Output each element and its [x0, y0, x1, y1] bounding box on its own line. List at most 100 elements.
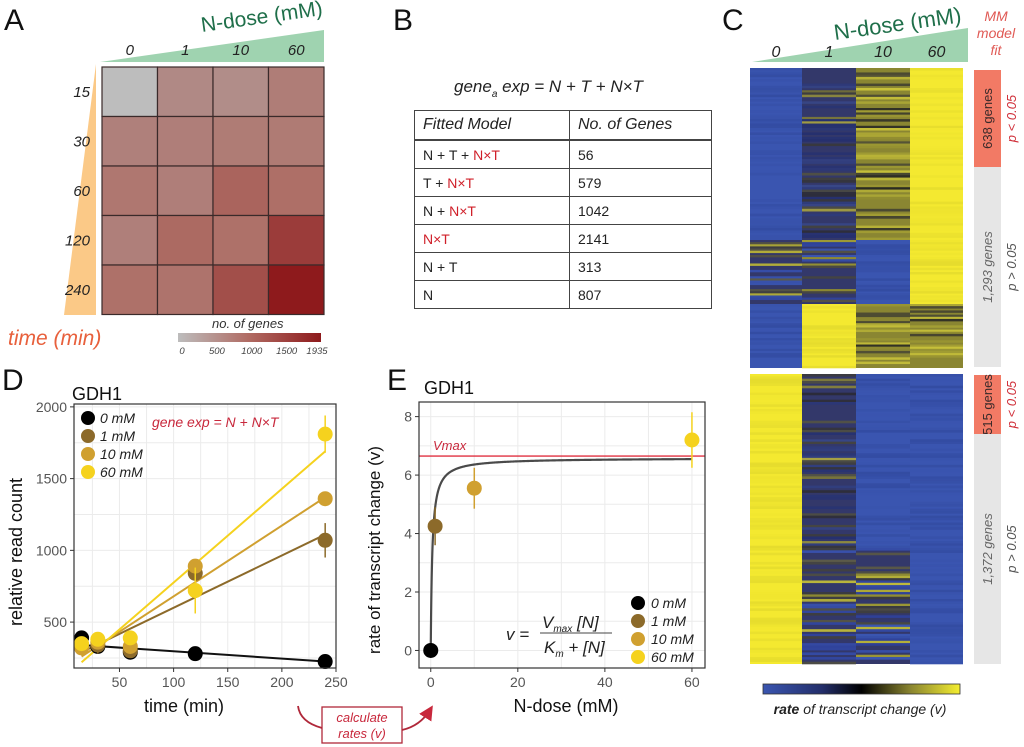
equation-numerator: Vmax [N]: [542, 613, 600, 635]
heatmap-c-stripe: [856, 571, 910, 574]
heatmap-c-stripe: [910, 418, 963, 421]
model-interaction: N×T: [423, 230, 450, 247]
calculate-rates-annotation: calculate rates (v): [297, 705, 433, 744]
heatmap-c-stripe: [856, 589, 910, 593]
legend-label: 10 mM: [100, 446, 143, 462]
heatmap-c-stripe: [802, 119, 856, 122]
heatmap-c-stripe: [802, 208, 856, 212]
heatmap-c-stripe: [750, 513, 802, 516]
fit-line-0-mM: [81, 644, 326, 663]
heatmap-c-stripe: [750, 659, 802, 662]
heatmap-c-stripe: [802, 161, 856, 164]
heatmap-c-stripe: [802, 622, 856, 625]
heatmap-a-legend-tick: 1500: [276, 346, 298, 357]
heatmap-c-stripe: [750, 383, 802, 386]
heatmap-c-stripe: [856, 83, 910, 87]
heatmap-c-stripe: [750, 132, 802, 135]
heatmap-a-x-tick: 1: [181, 42, 189, 59]
heatmap-c-stripe: [910, 306, 963, 309]
heatmap-c-column: [750, 444, 802, 548]
heatmap-c-stripe: [802, 402, 856, 405]
heatmap-c-stripe: [856, 143, 910, 147]
heatmap-c-stripe: [750, 548, 802, 551]
heatmap-c-stripe: [750, 497, 802, 500]
heatmap-c-stripe: [856, 608, 910, 611]
heatmap-c-stripe: [856, 582, 910, 586]
chart-d-points: [74, 415, 333, 670]
heatmap-c-stripe: [802, 534, 856, 537]
heatmap-c-stripe: [750, 85, 802, 89]
heatmap-c-stripe: [750, 520, 802, 523]
heatmap-c-stripe: [750, 136, 802, 140]
heatmap-c-stripe: [802, 213, 856, 217]
heatmap-a-cell: [267, 115, 325, 167]
heatmap-c-stripe: [856, 295, 910, 298]
heatmap-c-stripe: [910, 240, 963, 243]
heatmap-c-stripe: [802, 467, 856, 470]
equation-v: v =: [506, 625, 529, 644]
heatmap-c-stripe: [856, 374, 910, 377]
heatmap-c-stripe: [802, 568, 856, 572]
heatmap-c-stripe: [856, 338, 910, 341]
heatmap-c-stripe: [856, 154, 910, 158]
heatmap-c-stripe: [802, 331, 856, 335]
heatmap-a-cell: [212, 264, 270, 316]
heatmap-c-stripe: [750, 68, 802, 71]
mm-title-line2: model: [977, 25, 1016, 41]
heatmap-c-stripe: [856, 596, 910, 600]
table-row: N×T 2141: [414, 224, 712, 253]
heatmap-c-stripe: [856, 136, 910, 140]
fit-line-1-mM: [81, 533, 326, 654]
heatmap-c-stripe: [910, 175, 963, 178]
heatmap-c-stripe: [750, 94, 802, 98]
heatmap-c-stripe: [910, 638, 963, 642]
heatmap-c-stripe: [750, 310, 802, 313]
heatmap-c-stripe: [856, 263, 910, 266]
model-interaction: N×T: [449, 202, 476, 219]
heatmap-c-stripe: [910, 564, 963, 567]
heatmap-c-stripe: [750, 128, 802, 131]
x-tick-label: 0: [427, 674, 435, 690]
heatmap-c-stripe: [856, 225, 910, 229]
heatmap-c-stripe: [910, 624, 963, 628]
heatmap-c-stripe: [856, 492, 910, 496]
heatmap-c-stripe: [750, 430, 802, 433]
heatmap-c-stripe: [856, 252, 910, 256]
heatmap-c-stripe: [802, 453, 856, 456]
heatmap-c-stripe: [750, 420, 802, 424]
annotation-line2: rates (v): [338, 726, 386, 741]
legend-label: 10 mM: [651, 631, 694, 647]
heatmap-c-stripe: [802, 448, 856, 452]
heatmap-c-stripe: [802, 476, 856, 479]
heatmap-c-stripe: [750, 269, 802, 273]
heatmap-c-stripe: [910, 485, 963, 489]
heatmap-c-stripe: [802, 201, 856, 205]
heatmap-c-stripe: [910, 261, 963, 264]
heatmap-c-stripe: [802, 606, 856, 609]
heatmap-c-stripe: [856, 177, 910, 181]
heatmap-c-stripe: [802, 636, 856, 639]
data-point: [466, 480, 482, 496]
model-terms: N: [423, 286, 434, 303]
heatmap-c-stripe: [802, 432, 856, 435]
heatmap-c-stripe: [856, 409, 910, 412]
chart-e-title: GDH1: [424, 378, 474, 398]
heatmap-c-stripe: [910, 504, 963, 507]
heatmap-c-stripe: [802, 254, 856, 258]
panel-a-heatmap: N-dose (mM) time (min) 0 1 10 60 15 30 60 120 2…: [8, 0, 328, 357]
heatmap-c-stripe: [910, 145, 963, 149]
heatmap-c-stripe: [802, 177, 856, 181]
heatmap-c-stripe: [802, 381, 856, 384]
panel-label-c: C: [722, 4, 744, 37]
heatmap-c-stripe: [802, 599, 856, 602]
heatmap-c-stripe: [750, 110, 802, 113]
heatmap-c-stripe: [910, 350, 963, 354]
heatmap-a-cell: [101, 115, 159, 167]
heatmap-c-stripe: [910, 282, 963, 286]
heatmap-c-stripe: [802, 289, 856, 292]
heatmap-c-stripe: [802, 378, 856, 382]
heatmap-c-stripe: [802, 392, 856, 396]
heatmap-c-stripe: [856, 293, 910, 296]
heatmap-c-stripe: [802, 316, 856, 320]
heatmap-a-cell: [212, 115, 270, 167]
